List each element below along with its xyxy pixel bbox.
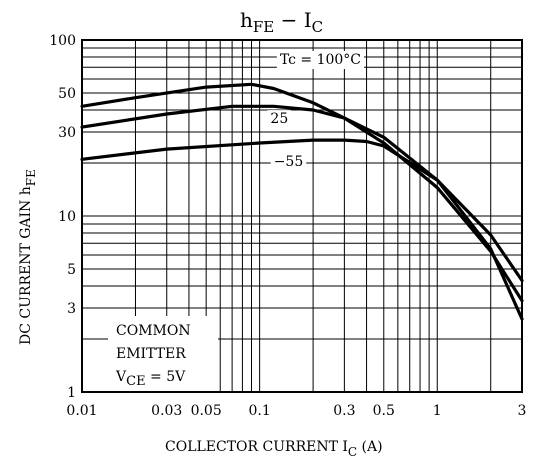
legend-line-1: COMMON [116,323,191,339]
y-tick-label: 3 [67,301,76,317]
curves [80,82,524,321]
x-tick-label: 3 [518,403,527,419]
curve-0 [80,82,524,303]
curve-labels: Tc = 100°C 25 −55 [267,50,365,172]
x-tick-label: 0.03 [151,403,182,419]
legend-vce: VCE = 5V [115,369,186,389]
x-tick-labels: 0.01 0.03 0.05 0.1 0.3 0.5 1 3 [66,403,526,419]
y-axis-label: DC CURRENT GAIN hFE [18,169,38,345]
curve-label-1: 25 [270,111,288,127]
y-tick-labels: 1 3 5 10 30 50 100 [49,33,76,401]
curve-label-bg [276,50,365,69]
y-tick-label: 1 [67,385,76,401]
x-tick-label: 1 [433,403,442,419]
curve-label-0: Tc = 100°C [280,52,361,68]
x-tick-label: 0.05 [191,403,222,419]
curve-1 [80,104,524,283]
legend-background [108,316,218,391]
legend-line-2: EMITTER [116,346,186,362]
grid [82,40,523,392]
y-tick-label: 5 [67,262,76,278]
x-tick-label: 0.01 [66,403,97,419]
curve-label-bg [270,153,307,172]
plot-frame [81,39,523,393]
x-tick-label: 0.5 [373,403,395,419]
x-tick-label: 0.3 [333,403,355,419]
x-axis-label: COLLECTOR CURRENT IC (A) [165,439,383,459]
chart-title: hFE − IC [240,8,323,36]
y-tick-label: 30 [58,125,76,141]
y-tick-label: 100 [49,33,76,49]
y-tick-label: 10 [58,209,76,225]
x-tick-label: 0.1 [248,403,270,419]
y-tick-label: 50 [58,86,76,102]
curve-label-bg [267,110,292,129]
curve-label-2: −55 [274,154,304,170]
legend-box: COMMON EMITTER VCE = 5V [108,316,218,391]
curve-2 [80,138,524,321]
